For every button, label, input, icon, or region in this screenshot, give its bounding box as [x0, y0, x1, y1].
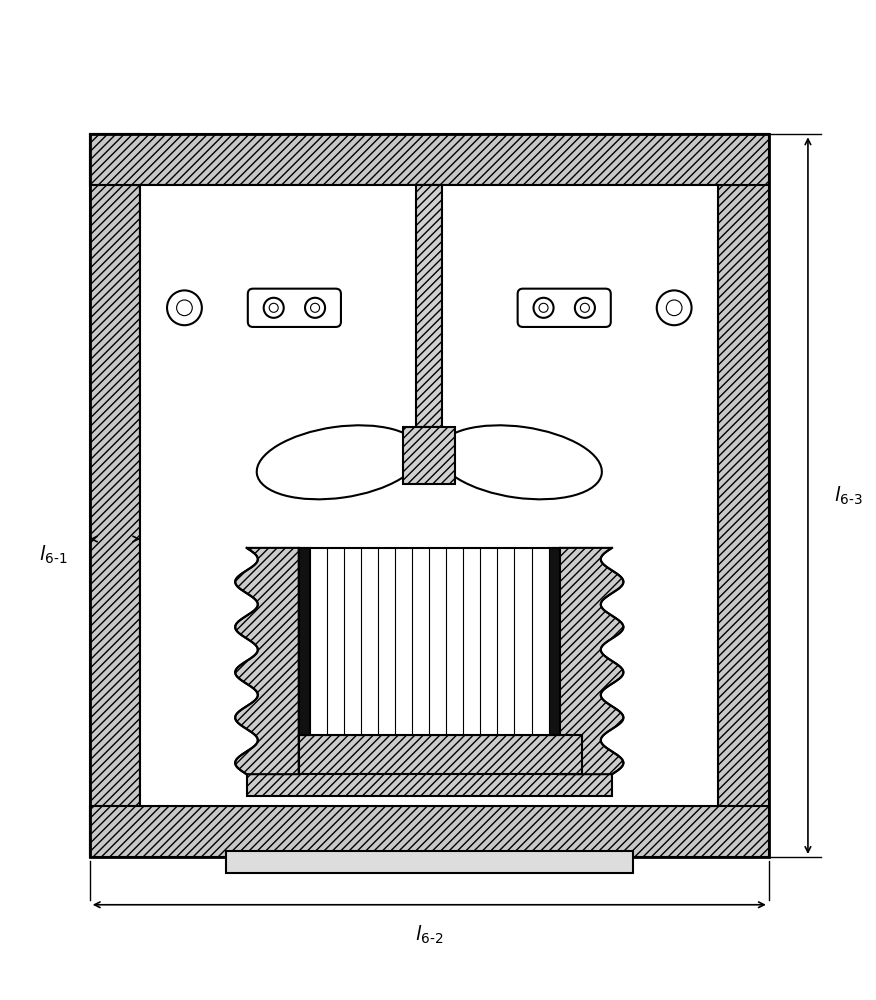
- Bar: [90, 134, 769, 185]
- Text: $l_{6\text{-}3}$: $l_{6\text{-}3}$: [834, 484, 863, 507]
- Bar: [310, 548, 548, 735]
- Bar: [299, 548, 310, 735]
- Circle shape: [657, 290, 691, 325]
- Text: $l_{6\text{-}2}$: $l_{6\text{-}2}$: [415, 924, 443, 946]
- Bar: [718, 134, 769, 857]
- Circle shape: [310, 303, 320, 312]
- Bar: [299, 735, 583, 774]
- Circle shape: [177, 300, 192, 316]
- Bar: [226, 851, 633, 873]
- Circle shape: [305, 298, 325, 318]
- Bar: [403, 427, 456, 484]
- Bar: [246, 770, 612, 796]
- FancyBboxPatch shape: [518, 289, 611, 327]
- FancyBboxPatch shape: [248, 289, 341, 327]
- Bar: [140, 185, 718, 806]
- Polygon shape: [235, 548, 299, 774]
- Circle shape: [539, 303, 548, 312]
- Bar: [90, 134, 140, 857]
- Circle shape: [269, 303, 279, 312]
- Polygon shape: [560, 548, 624, 774]
- Circle shape: [667, 300, 682, 316]
- Circle shape: [575, 298, 595, 318]
- Circle shape: [581, 303, 590, 312]
- Circle shape: [264, 298, 284, 318]
- Ellipse shape: [257, 425, 420, 499]
- Bar: [548, 548, 560, 735]
- Circle shape: [167, 290, 201, 325]
- Text: $l_{6\text{-}1}$: $l_{6\text{-}1}$: [39, 544, 67, 566]
- Ellipse shape: [438, 425, 602, 499]
- Bar: [416, 185, 442, 427]
- Circle shape: [533, 298, 554, 318]
- Bar: [90, 806, 769, 857]
- Bar: [90, 134, 769, 857]
